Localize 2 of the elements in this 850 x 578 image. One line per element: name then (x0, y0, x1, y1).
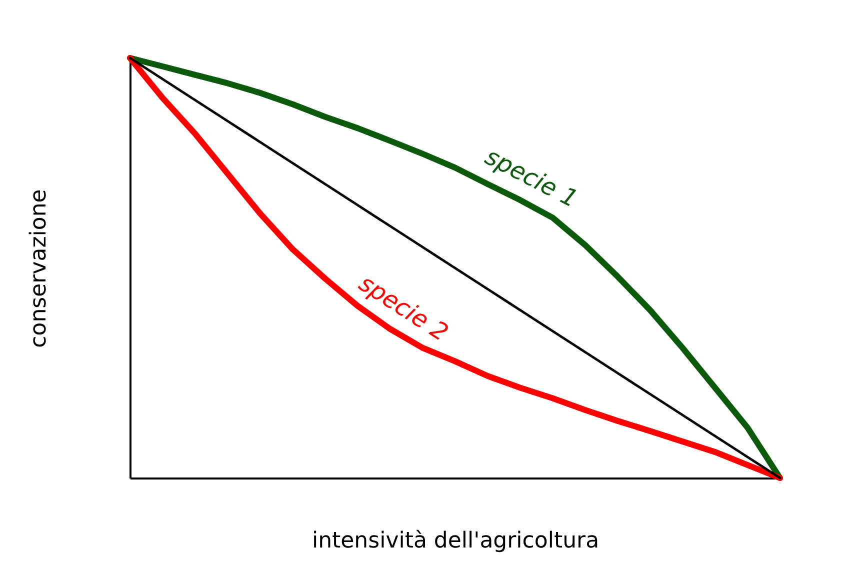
y-axis-title: conservazione (26, 189, 52, 348)
x-axis-title: intensività dell'agricoltura (312, 528, 600, 554)
